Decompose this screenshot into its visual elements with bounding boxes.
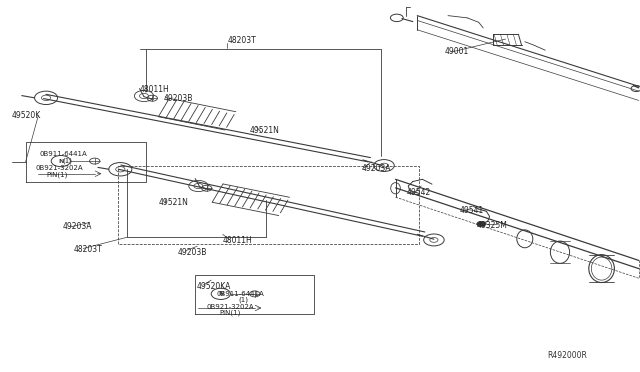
Text: 0B911-6441A: 0B911-6441A [216,291,264,297]
Text: 49521N: 49521N [159,198,189,207]
Text: 49521N: 49521N [250,126,280,135]
Text: 0B911-6441A: 0B911-6441A [40,151,88,157]
Text: PIN(1): PIN(1) [219,310,240,317]
Text: (1): (1) [238,297,248,304]
Circle shape [477,221,486,227]
Text: 49541: 49541 [460,206,484,215]
Text: PIN(1): PIN(1) [46,171,67,178]
Text: 0B921-3202A: 0B921-3202A [206,304,253,310]
Text: 49520KA: 49520KA [197,282,232,291]
Text: 49203A: 49203A [63,222,92,231]
Text: 49520K: 49520K [12,111,41,120]
Text: 48203T: 48203T [227,36,256,45]
Text: 0B921-3202A: 0B921-3202A [35,165,83,171]
Text: 48011H: 48011H [223,236,252,245]
Text: 49325M: 49325M [477,221,508,230]
Text: 49203B: 49203B [178,248,207,257]
Text: 49001: 49001 [445,47,469,56]
Text: (1): (1) [63,157,73,164]
Text: N: N [58,158,63,164]
Text: 49203B: 49203B [163,94,193,103]
Text: R492000R: R492000R [547,351,587,360]
Text: 48011H: 48011H [140,85,169,94]
Text: 49542: 49542 [406,188,431,197]
Text: 49203A: 49203A [362,164,391,173]
Text: N: N [218,291,223,296]
Text: 48203T: 48203T [74,246,102,254]
